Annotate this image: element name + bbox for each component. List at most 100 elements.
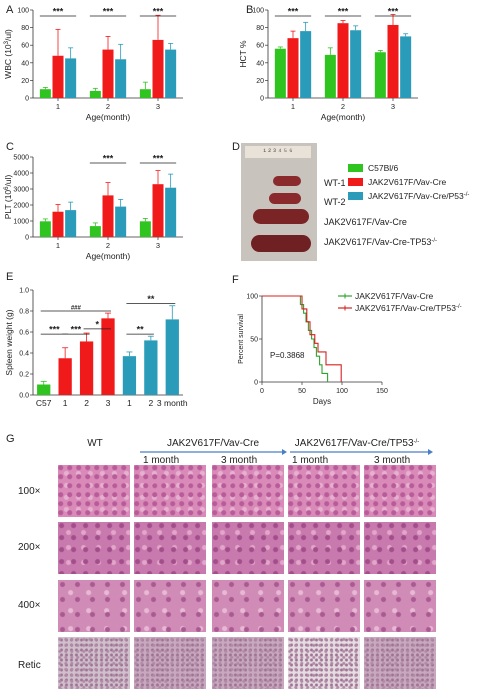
panel-letter-g: G: [6, 433, 15, 445]
bar: [79, 341, 94, 395]
legend-swatch: [348, 164, 363, 172]
x-tick-label: 3 month: [157, 398, 188, 408]
histology-image: [212, 522, 284, 574]
histology-image: [212, 637, 284, 689]
histology-image: [364, 637, 436, 689]
bar: [58, 358, 72, 395]
spleen-jak2: [253, 209, 309, 224]
spleen-label: WT-2: [324, 197, 346, 207]
row-label: 100×: [18, 486, 41, 497]
arrow-head: [282, 449, 287, 455]
panel-letter-c: C: [6, 141, 14, 153]
bar: [115, 59, 127, 98]
bar: [165, 319, 179, 395]
y-tick-label: 80: [21, 25, 29, 32]
ruler: ¹ ² ³ ⁴ ⁵ ⁶: [245, 146, 311, 158]
bar: [37, 384, 51, 395]
x-tick-label: 0: [260, 388, 264, 395]
y-tick-label: 0.8: [19, 309, 29, 316]
sig-stars: ***: [288, 7, 299, 17]
legend-label: JAK2V617F/Vav-Cre: [355, 291, 434, 301]
bar: [122, 356, 137, 395]
y-axis-label: WBC (103/ul): [3, 29, 13, 79]
histology-image: [364, 465, 436, 517]
x-axis-label: Age(month): [86, 251, 131, 261]
histology-image: [58, 580, 130, 632]
x-tick-label: 2: [106, 102, 110, 111]
spleen-wt2: [269, 193, 301, 204]
panel-d-spleen-photo: ¹ ² ³ ⁴ ⁵ ⁶: [241, 143, 317, 261]
month-label: 3 month: [374, 455, 410, 466]
y-tick-label: 20: [256, 78, 264, 85]
histology-image: [134, 465, 206, 517]
legend-swatch: [348, 192, 363, 200]
bar: [300, 31, 312, 98]
sig-stars: ***: [153, 7, 164, 17]
y-tick-label: 2000: [13, 203, 29, 210]
bar: [115, 206, 127, 237]
x-tick-label: 2: [341, 102, 345, 111]
legend-label: JAK2V617F/Vav-Cre/TP53-/-: [355, 303, 462, 313]
y-tick-label: 4000: [13, 171, 29, 178]
histology-image: [288, 580, 360, 632]
x-tick-label: 2: [148, 398, 153, 408]
y-tick-label: 0: [260, 96, 264, 103]
y-tick-label: 20: [21, 78, 29, 85]
bar: [52, 55, 64, 98]
legend-label: JAK2V617F/Vav-Cre/P53-/-: [368, 191, 469, 201]
y-tick-label: 40: [256, 60, 264, 67]
x-tick-label: 3: [156, 241, 160, 250]
y-tick-label: 0: [25, 96, 29, 103]
bar: [139, 221, 151, 237]
y-tick-label: 100: [252, 8, 264, 15]
row-label: 400×: [18, 600, 41, 611]
y-axis-label: Percent survival: [238, 314, 245, 364]
histology-image: [288, 522, 360, 574]
sig-stars: **: [147, 294, 155, 304]
y-tick-label: 100: [17, 8, 29, 15]
x-tick-label: 3: [156, 102, 160, 111]
histology-image: [288, 637, 360, 689]
bar: [387, 24, 399, 98]
x-tick-label: 1: [127, 398, 132, 408]
bar: [287, 38, 299, 98]
legend-label: JAK2V617F/Vav-Cre: [368, 177, 447, 187]
bar: [144, 340, 158, 395]
y-tick-label: 80: [256, 25, 264, 32]
sig-stars: ***: [53, 7, 64, 17]
legend-label: C57Bl/6: [368, 163, 399, 173]
y-tick-label: 50: [250, 337, 258, 344]
histology-image: [364, 522, 436, 574]
bar: [165, 49, 177, 98]
bar: [39, 221, 51, 237]
panel-letter-e: E: [6, 271, 13, 283]
row-label: Retic: [18, 660, 41, 671]
y-axis-label: PLT (106/ul): [3, 175, 13, 220]
panel-letter-f: F: [232, 274, 239, 286]
histology-image: [58, 637, 130, 689]
histology-image: [58, 522, 130, 574]
sig-stars: ***: [338, 7, 349, 17]
x-tick-label: 1: [56, 241, 60, 250]
bar: [102, 49, 114, 98]
panel-letter-a: A: [6, 4, 14, 16]
sig-stars: ***: [103, 7, 114, 17]
arrow-head: [428, 449, 433, 455]
sig-stars: *: [96, 319, 100, 329]
col-header-group1: JAK2V617F/Vav-Cre: [167, 438, 260, 449]
spleen-label: JAK2V617F/Vav-Cre-TP53-/-: [324, 237, 437, 247]
spleen-wt1: [273, 176, 301, 186]
spleen-label: JAK2V617F/Vav-Cre: [324, 217, 407, 227]
sig-stars: ***: [153, 154, 164, 164]
histology-image: [58, 465, 130, 517]
bar: [102, 195, 114, 237]
bar: [89, 90, 101, 98]
y-tick-label: 3000: [13, 187, 29, 194]
x-tick-label: 150: [376, 388, 388, 395]
bar: [350, 30, 362, 99]
x-tick-label: 1: [56, 102, 60, 111]
x-tick-label: 3: [391, 102, 395, 111]
bar: [165, 187, 177, 237]
x-tick-label: 2: [106, 241, 110, 250]
